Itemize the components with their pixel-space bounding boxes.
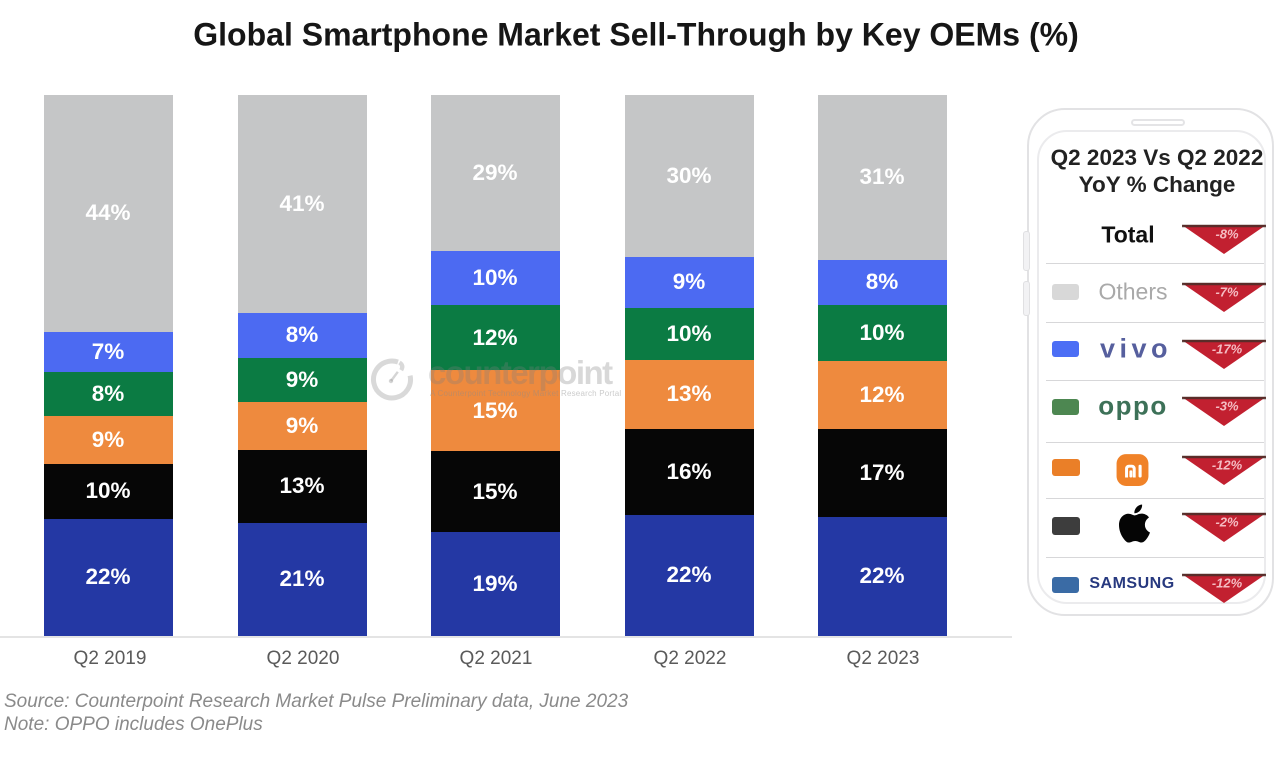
svg-text:-12%: -12% (1212, 458, 1243, 473)
svg-text:-12%: -12% (1212, 576, 1243, 591)
svg-text:-2%: -2% (1215, 515, 1239, 530)
svg-text:-3%: -3% (1215, 399, 1239, 414)
svg-text:-8%: -8% (1215, 227, 1239, 242)
svg-text:-7%: -7% (1215, 285, 1239, 300)
svg-text:-17%: -17% (1212, 342, 1243, 357)
